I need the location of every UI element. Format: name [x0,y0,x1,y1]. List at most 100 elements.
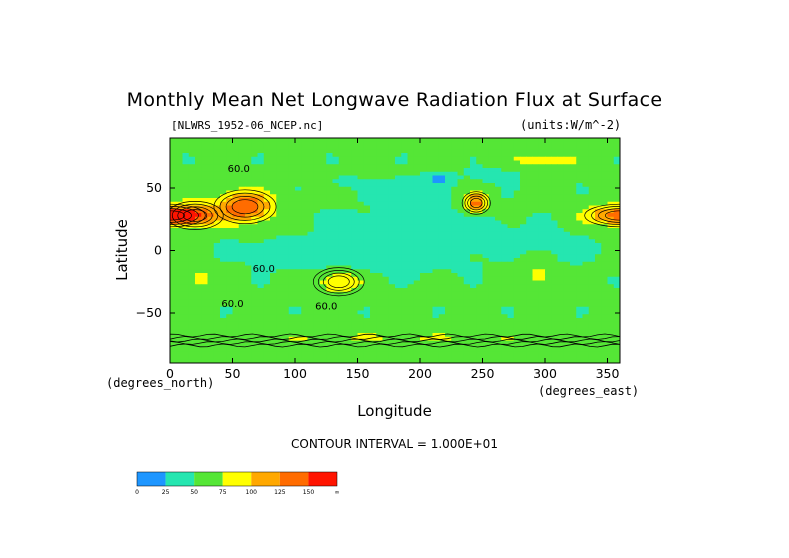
field-cell [238,168,246,173]
field-cell [588,171,596,176]
field-cell [382,258,390,263]
field-cell [557,156,565,161]
field-cell [513,336,521,341]
field-cell [382,318,390,323]
field-cell [582,310,590,315]
field-cell [307,299,315,304]
field-cell [551,209,558,214]
field-cell [532,299,540,304]
field-cell [332,351,340,356]
field-cell [376,351,383,356]
field-cell [570,160,577,165]
field-cell [513,250,521,255]
field-cell [213,359,221,363]
field-cell [563,160,571,165]
field-cell [470,168,477,173]
field-cell [463,183,471,188]
field-cell [295,310,302,315]
field-cell [338,224,346,229]
field-cell [195,276,202,281]
field-cell [401,201,408,206]
field-cell [245,295,252,300]
field-cell [307,261,315,266]
field-cell [245,153,252,158]
field-cell [345,321,352,326]
field-cell [420,273,427,278]
field-cell [438,359,446,363]
field-cell [607,336,615,341]
field-cell [245,149,252,154]
field-cell [488,269,496,274]
field-cell [220,209,227,214]
field-cell [601,314,608,319]
field-cell [276,265,283,270]
field-cell [588,183,596,188]
field-cell [526,273,533,278]
field-cell [188,190,196,195]
field-cell [301,216,308,221]
field-cell [451,314,458,319]
field-cell [551,325,558,330]
field-cell [576,355,583,360]
field-cell [488,348,496,353]
field-cell [557,235,565,240]
field-cell [220,168,227,173]
contour-line [170,343,620,348]
field-cell [357,164,365,169]
field-cell [601,183,608,188]
field-cell [426,359,433,363]
field-cell [345,209,352,214]
field-cell [601,250,608,255]
field-cell [482,303,490,308]
colorbar-tick-label: 50 [190,489,198,496]
field-cell [432,273,440,278]
field-cell [607,231,615,236]
field-cell [570,216,577,221]
field-cell [495,194,502,199]
field-cell [376,269,383,274]
field-cell [476,141,483,146]
field-cell [613,351,620,356]
field-cell [338,153,346,158]
field-cell [370,310,377,315]
field-cell [432,141,440,146]
field-cell [426,291,433,296]
field-cell [563,306,571,311]
field-cell [445,329,452,334]
field-cell [576,231,583,236]
field-cell [245,321,252,326]
field-cell [488,265,496,270]
field-cell [182,168,190,173]
field-cell [463,306,471,311]
field-cell [463,303,471,308]
field-cell [451,269,458,274]
field-cell [457,149,465,154]
field-cell [326,179,333,184]
field-cell [301,243,308,248]
field-cell [488,243,496,248]
field-cell [257,344,265,349]
field-cell [601,310,608,315]
field-cell [495,344,502,349]
field-cell [463,198,471,203]
field-cell [188,149,196,154]
field-cell [276,168,283,173]
field-cell [551,261,558,266]
field-cell [570,149,577,154]
field-cell [482,276,490,281]
field-cell [188,186,196,191]
field-cell [445,344,452,349]
field-cell [588,141,596,146]
field-cell [357,194,365,199]
field-cell [588,224,596,229]
field-cell [263,288,271,293]
field-cell [526,205,533,210]
field-cell [251,216,258,221]
field-cell [295,254,302,259]
field-cell [170,138,177,143]
field-cell [301,355,308,360]
field-cell [263,265,271,270]
field-cell [570,348,577,353]
field-cell [463,340,471,345]
field-cell [595,239,602,244]
